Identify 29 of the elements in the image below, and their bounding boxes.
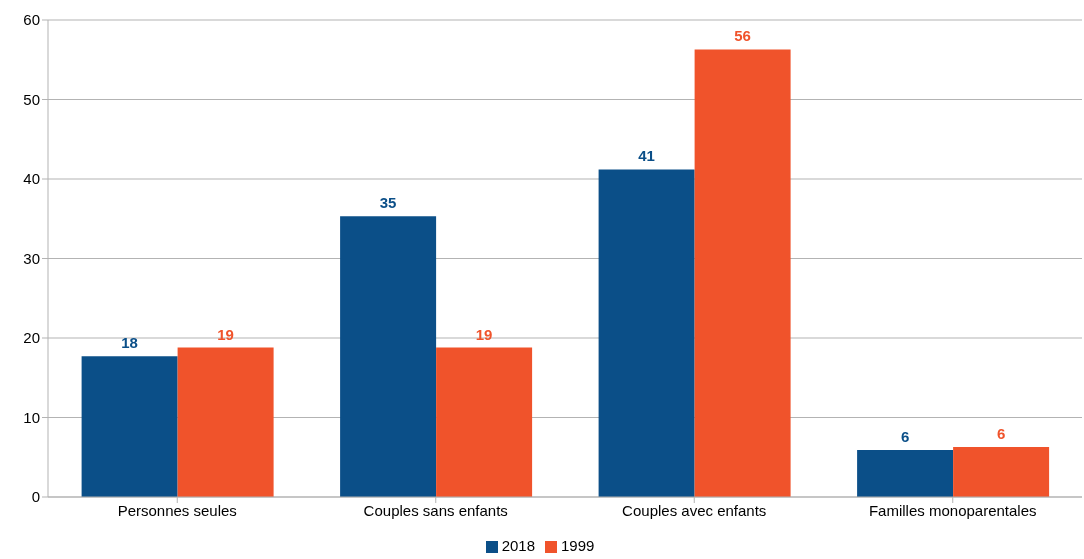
data-label: 56	[734, 27, 751, 45]
y-tick-label: 20	[23, 329, 40, 347]
data-label: 35	[379, 194, 397, 212]
legend-label: 1999	[561, 537, 595, 554]
bar	[436, 347, 533, 497]
x-tick-label: Couples sans enfants	[363, 501, 508, 519]
bar	[694, 49, 791, 497]
y-tick-label: 60	[23, 11, 40, 29]
bar	[598, 169, 695, 497]
x-tick-label: Personnes seules	[117, 501, 237, 519]
bar	[177, 347, 274, 497]
y-tick-label: 50	[23, 90, 40, 108]
y-tick-label: 10	[23, 408, 40, 426]
data-label: 19	[217, 325, 234, 343]
data-label: 19	[475, 325, 493, 343]
data-label: 18	[121, 334, 138, 352]
bar	[953, 446, 1050, 497]
bar	[857, 450, 954, 497]
data-label: 6	[996, 424, 1006, 442]
bar	[81, 356, 178, 497]
y-tick-label: 30	[23, 249, 40, 267]
y-tick-label: 0	[31, 488, 40, 506]
legend-label: 2018	[501, 537, 535, 554]
bar	[340, 216, 437, 497]
x-tick-label: Familles monoparentales	[868, 501, 1037, 519]
data-label: 6	[900, 428, 910, 446]
data-label: 41	[638, 147, 655, 165]
x-tick-label: Couples avec enfants	[622, 501, 767, 519]
y-tick-label: 40	[23, 170, 40, 188]
